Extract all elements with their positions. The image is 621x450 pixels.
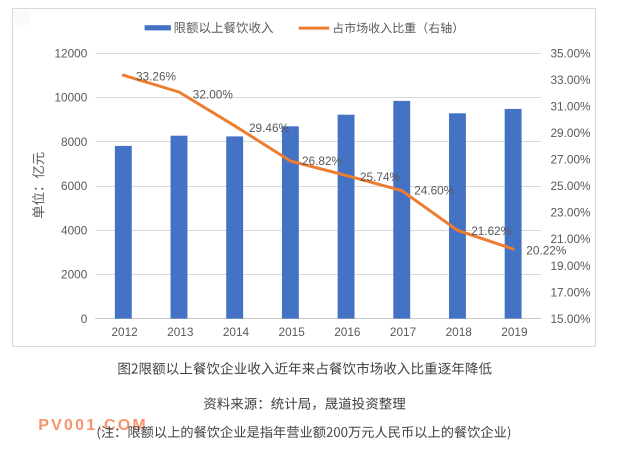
svg-text:17.00%: 17.00% (551, 285, 592, 299)
svg-text:4000: 4000 (61, 223, 88, 237)
svg-text:6000: 6000 (61, 179, 88, 193)
svg-text:29.46%: 29.46% (249, 121, 290, 135)
svg-text:2015: 2015 (279, 325, 306, 339)
svg-text:19.00%: 19.00% (551, 259, 592, 273)
svg-text:27.00%: 27.00% (551, 153, 592, 167)
svg-text:2016: 2016 (334, 325, 361, 339)
svg-text:29.00%: 29.00% (551, 126, 592, 140)
svg-text:2017: 2017 (390, 325, 416, 339)
svg-text:PV001.COM: PV001.COM (38, 417, 148, 434)
svg-text:25.00%: 25.00% (551, 179, 592, 193)
svg-text:26.82%: 26.82% (302, 154, 343, 168)
svg-text:24.60%: 24.60% (414, 184, 455, 198)
svg-text:25.74%: 25.74% (360, 170, 401, 184)
svg-text:31.00%: 31.00% (551, 99, 592, 113)
svg-text:0: 0 (81, 312, 88, 326)
svg-text:32.00%: 32.00% (193, 87, 234, 101)
svg-text:33.26%: 33.26% (136, 69, 177, 83)
svg-text:21.00%: 21.00% (551, 232, 592, 246)
svg-text:8000: 8000 (61, 135, 88, 149)
svg-text:35.00%: 35.00% (551, 46, 592, 60)
svg-text:2018: 2018 (446, 325, 473, 339)
svg-text:2012: 2012 (111, 325, 137, 339)
svg-text:12000: 12000 (54, 46, 87, 60)
svg-text:33.00%: 33.00% (551, 73, 592, 87)
svg-text:2013: 2013 (167, 325, 194, 339)
svg-text:2019: 2019 (501, 325, 527, 339)
svg-text:2000: 2000 (61, 268, 88, 282)
svg-text:15.00%: 15.00% (551, 312, 592, 326)
svg-text:20.22%: 20.22% (526, 243, 567, 257)
svg-text:10000: 10000 (54, 91, 87, 105)
svg-text:21.62%: 21.62% (471, 224, 512, 238)
svg-text:2014: 2014 (223, 325, 250, 339)
svg-text:23.00%: 23.00% (551, 206, 592, 220)
